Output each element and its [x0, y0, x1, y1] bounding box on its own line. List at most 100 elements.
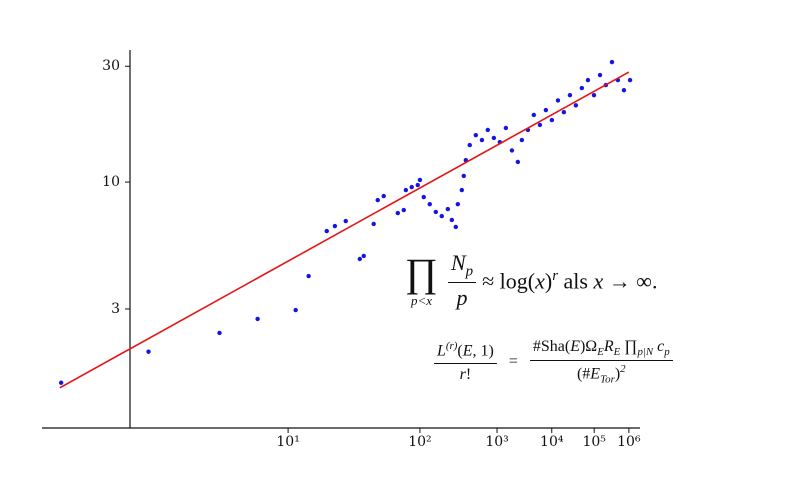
- data-point: [395, 210, 401, 216]
- operator-range: p<x: [410, 292, 432, 308]
- data-point: [332, 223, 338, 229]
- formula-part: r: [459, 365, 466, 383]
- data-point: [255, 316, 260, 322]
- data-point: [573, 103, 579, 108]
- formula-part: p: [456, 285, 468, 311]
- data-point: [324, 228, 329, 234]
- formula-part: p: [664, 346, 670, 359]
- data-point: [58, 380, 64, 385]
- data-point: [621, 88, 627, 93]
- data-point: [293, 307, 298, 313]
- formula-part: ≈ log(: [482, 267, 536, 293]
- x-tick-label: 10³: [485, 434, 508, 450]
- data-point: [417, 177, 423, 183]
- data-point: [415, 182, 420, 188]
- y-tick-label: 30: [102, 58, 120, 74]
- data-point: [357, 256, 363, 262]
- numerator: #Sha(E)ΩERE ∏p|N cp: [529, 338, 673, 362]
- data-point: [217, 330, 222, 336]
- formula-bsd: L(r)(E, 1) r! = #Sha(E)ΩERE ∏p|N cp (#ETor)2: [428, 338, 679, 386]
- formula-part: ): [614, 365, 621, 383]
- data-point: [585, 77, 591, 83]
- data-point: [381, 193, 386, 199]
- formula-part: )Ω: [579, 338, 598, 355]
- data-point: [467, 142, 472, 148]
- data-point: [579, 85, 585, 91]
- numerator: L(r)(E, 1): [434, 340, 497, 364]
- data-point: [591, 92, 597, 98]
- formula-part: E: [570, 338, 580, 355]
- data-point: [146, 349, 151, 354]
- denominator: p: [454, 283, 471, 311]
- data-point: [531, 112, 537, 118]
- data-point: [409, 184, 414, 190]
- data-point: [491, 135, 497, 141]
- data-point: [306, 273, 311, 279]
- x-tick-label: 10⁵: [582, 434, 606, 450]
- data-point: [445, 206, 451, 212]
- data-point: [439, 213, 444, 219]
- formula-part: (#: [576, 365, 591, 383]
- data-point: [597, 72, 603, 78]
- fraction: Np p: [447, 250, 477, 311]
- data-point: [449, 217, 455, 223]
- numerator: Np: [447, 250, 477, 284]
- formula-part: #Sha(: [532, 338, 571, 355]
- data-point: [375, 197, 380, 203]
- formula-part: , 1): [472, 342, 494, 360]
- data-point: [455, 201, 461, 207]
- fraction: L(r)(E, 1) r!: [434, 340, 497, 383]
- formula-part: E: [462, 342, 473, 360]
- formula-part: R: [603, 338, 614, 355]
- data-point: [543, 107, 549, 113]
- formula-part: N: [450, 250, 466, 275]
- formula-part: 2: [620, 363, 626, 376]
- formula-part: !: [465, 365, 472, 383]
- x-tick-label: 10⁶: [617, 434, 641, 450]
- data-point: [479, 137, 485, 143]
- formula-rest: ≈ log(x)r als x → ∞.: [482, 268, 657, 294]
- data-point: [401, 207, 406, 213]
- data-point: [503, 125, 509, 131]
- y-tick-label: 10: [102, 174, 120, 190]
- data-point: [567, 92, 573, 98]
- formula-part: (r): [445, 340, 458, 353]
- equals: =: [508, 352, 518, 370]
- formula-part: → ∞.: [603, 267, 658, 293]
- data-point: [433, 209, 439, 215]
- data-point: [343, 218, 348, 224]
- data-point: [421, 194, 426, 200]
- data-point: [561, 110, 567, 115]
- trend-line: [59, 71, 630, 389]
- data-point: [515, 159, 521, 165]
- data-point: [519, 137, 525, 143]
- data-point: [473, 132, 479, 138]
- formula-part: ∏: [620, 338, 638, 355]
- data-point: [509, 148, 515, 153]
- formula-part: E: [590, 365, 601, 383]
- formula-part: Tor: [600, 373, 615, 386]
- data-point: [461, 173, 466, 179]
- formula-part: c: [653, 338, 665, 355]
- formula-part: x: [593, 267, 604, 293]
- formula-part: p|N: [637, 346, 654, 359]
- y-tick-label: 3: [111, 301, 120, 317]
- data-point: [403, 187, 409, 193]
- x-tick-label: 10¹: [276, 434, 299, 450]
- data-point: [485, 127, 490, 133]
- denominator: (#ETor)2: [574, 361, 629, 386]
- data-point: [361, 253, 366, 259]
- data-point: [555, 98, 561, 103]
- product-operator: ∏ p<x: [405, 252, 438, 309]
- data-point: [453, 224, 458, 230]
- data-point: [627, 77, 633, 83]
- data-point: [537, 122, 543, 128]
- formula-part: ): [544, 267, 553, 293]
- denominator: r!: [457, 364, 475, 384]
- formula-part: p: [465, 263, 474, 280]
- formula-part: r: [552, 267, 559, 284]
- formula-product: ∏ p<x Np p ≈ log(x)r als x → ∞.: [405, 250, 657, 311]
- formula-part: E: [597, 346, 604, 359]
